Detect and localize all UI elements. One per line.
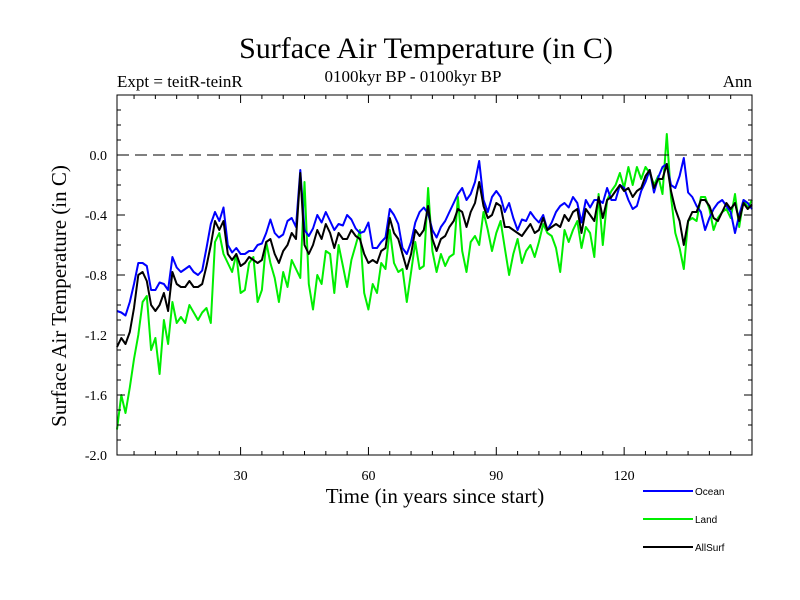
legend-label-ocean: Ocean bbox=[695, 487, 724, 498]
chart-subtitle: 0100kyr BP - 0100kyr BP bbox=[325, 67, 502, 86]
x-axis: 30 60 90 120 bbox=[133, 95, 732, 484]
series-line-allsurf bbox=[116, 163, 753, 348]
y-tick-label: 0.0 bbox=[90, 149, 108, 164]
y-tick-label: -1.2 bbox=[85, 329, 107, 344]
experiment-label: Expt = teitR-teinR bbox=[117, 72, 243, 91]
legend: Ocean Land AllSurf bbox=[643, 487, 725, 554]
y-tick-label: -0.8 bbox=[85, 269, 107, 284]
legend-label-land: Land bbox=[695, 515, 717, 526]
x-tick-label: 120 bbox=[614, 469, 635, 484]
x-tick-label: 90 bbox=[489, 469, 503, 484]
y-axis-label: Surface Air Temperature (in C) bbox=[47, 165, 71, 427]
legend-label-allsurf: AllSurf bbox=[695, 543, 725, 554]
y-axis: -2.0 -1.6 -1.2 -0.8 -0.4 0.0 bbox=[85, 94, 752, 464]
x-tick-label: 60 bbox=[361, 469, 375, 484]
chart-title: Surface Air Temperature (in C) bbox=[239, 32, 613, 65]
y-tick-label: -1.6 bbox=[85, 389, 107, 404]
y-tick-label: -0.4 bbox=[85, 209, 107, 224]
plot-frame bbox=[116, 94, 753, 456]
season-label: Ann bbox=[723, 72, 753, 91]
x-tick-label: 30 bbox=[234, 469, 248, 484]
y-tick-label: -2.0 bbox=[85, 449, 107, 464]
x-axis-label: Time (in years since start) bbox=[326, 484, 545, 508]
series-line-ocean bbox=[116, 157, 753, 317]
series-line-land bbox=[116, 133, 753, 430]
series-layer bbox=[116, 133, 753, 430]
